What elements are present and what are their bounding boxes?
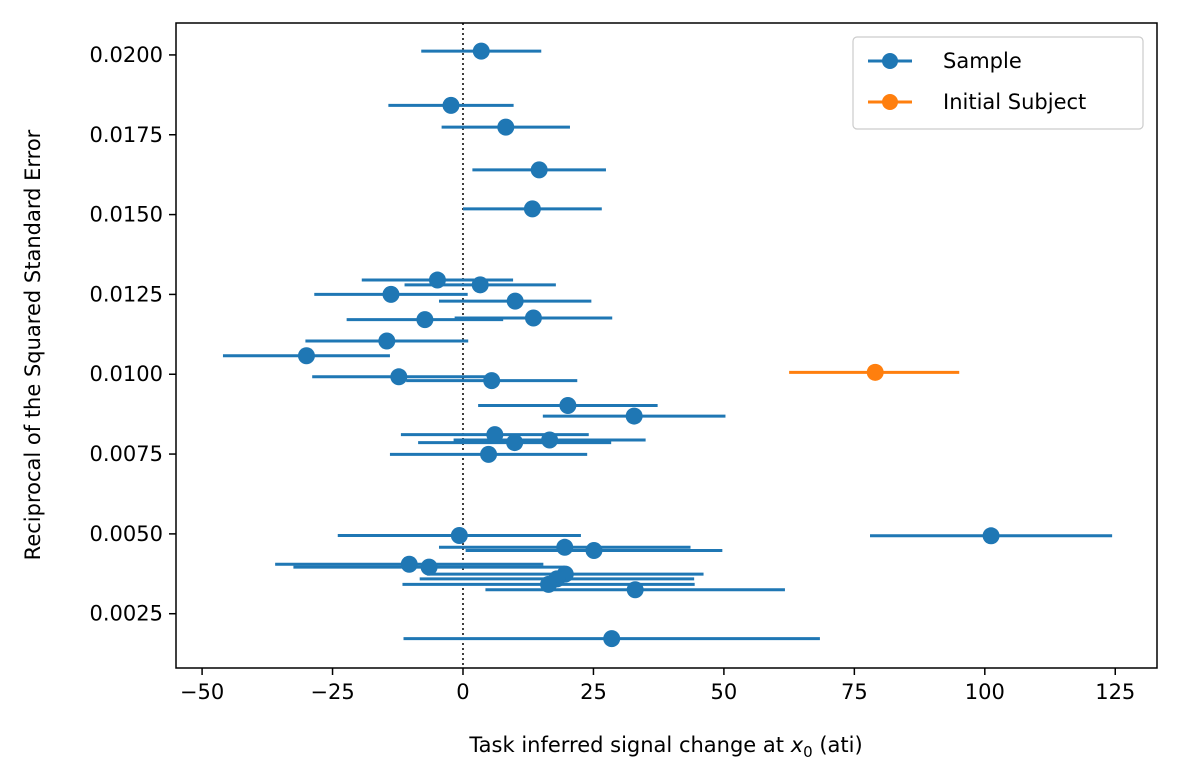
x-tick-label: −25 bbox=[310, 680, 354, 704]
sample-point bbox=[541, 431, 559, 449]
sample-point bbox=[585, 541, 603, 559]
sample-point bbox=[530, 161, 548, 179]
legend-sample-label: Sample bbox=[943, 49, 1022, 73]
y-tick-label: 0.0150 bbox=[90, 203, 163, 227]
sample-point bbox=[982, 527, 1000, 545]
sample-point bbox=[400, 555, 418, 573]
sample-point bbox=[416, 311, 434, 329]
y-tick-label: 0.0025 bbox=[90, 602, 163, 626]
sample-point bbox=[556, 538, 574, 556]
sample-point bbox=[523, 200, 541, 218]
sample-point bbox=[559, 397, 577, 415]
sample-point bbox=[626, 581, 644, 599]
legend-initial-marker bbox=[882, 94, 898, 110]
x-tick-label: 25 bbox=[580, 680, 607, 704]
sample-point bbox=[378, 332, 396, 350]
sample-point bbox=[382, 285, 400, 303]
sample-point bbox=[480, 445, 498, 463]
sample-point bbox=[486, 426, 504, 444]
legend-frame bbox=[852, 36, 1144, 130]
x-tick-label: −50 bbox=[180, 680, 224, 704]
y-axis: 0.0025 0.0050 0.0075 0.0100 0.0125 0.0150 0.01… bbox=[90, 43, 176, 626]
y-tick-label: 0.0100 bbox=[90, 362, 163, 386]
sample-point bbox=[297, 347, 315, 365]
sample-point bbox=[603, 630, 621, 648]
y-tick-label: 0.0075 bbox=[90, 442, 163, 466]
plot-area bbox=[222, 23, 1113, 668]
y-axis-label: Reciprocal of the Squared Standard Error bbox=[21, 129, 45, 560]
y-tick-label: 0.0200 bbox=[90, 43, 163, 67]
x-tick-label: 0 bbox=[456, 680, 469, 704]
sample-point bbox=[390, 368, 408, 386]
sample-point bbox=[483, 372, 501, 390]
y-tick-label: 0.0125 bbox=[90, 282, 163, 306]
x-tick-label: 100 bbox=[965, 680, 1005, 704]
x-tick-label: 75 bbox=[841, 680, 868, 704]
plot-frame bbox=[175, 22, 1158, 669]
sample-point bbox=[497, 118, 515, 136]
sample-point bbox=[442, 96, 460, 114]
sample-point bbox=[428, 271, 446, 289]
x-tick-label: 125 bbox=[1095, 680, 1135, 704]
y-tick-label: 0.0050 bbox=[90, 522, 163, 546]
sample-point bbox=[450, 526, 468, 544]
sample-point bbox=[471, 276, 489, 294]
y-tick-label: 0.0175 bbox=[90, 123, 163, 147]
sample-point bbox=[625, 407, 643, 425]
x-axis: −50 −25 0 25 50 75 100 125 bbox=[180, 668, 1135, 704]
legend: Sample Initial Subject bbox=[852, 36, 1144, 130]
initial-subject-point bbox=[866, 363, 884, 381]
sample-point bbox=[540, 575, 558, 593]
sample-point bbox=[506, 292, 524, 310]
sample-point bbox=[420, 558, 438, 576]
x-axis-label: Task inferred signal change at x0 (ati) bbox=[468, 733, 862, 761]
sample-point bbox=[472, 42, 490, 60]
x-tick-label: 50 bbox=[711, 680, 738, 704]
legend-initial-label: Initial Subject bbox=[943, 90, 1086, 114]
sample-point bbox=[506, 434, 524, 452]
legend-sample-marker bbox=[882, 53, 898, 69]
sample-point bbox=[524, 309, 542, 327]
